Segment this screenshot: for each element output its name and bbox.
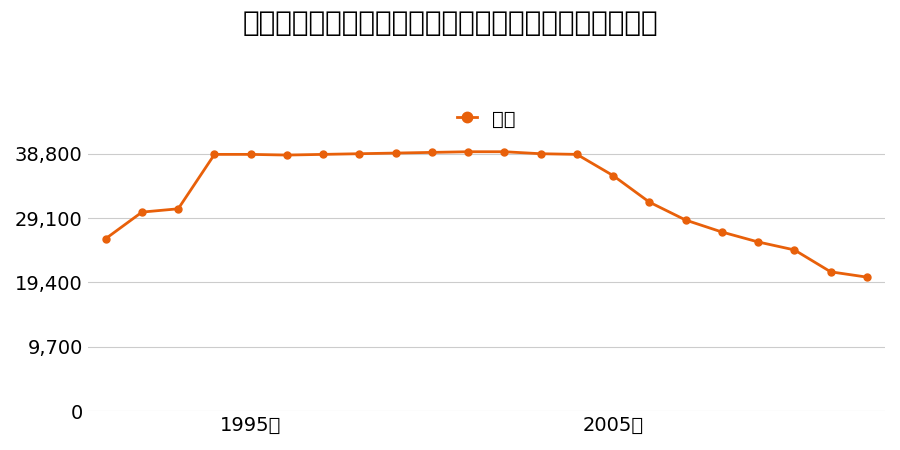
価格 bbox=[716, 230, 727, 235]
価格 bbox=[246, 152, 256, 157]
価格 bbox=[137, 209, 148, 215]
価格 bbox=[463, 149, 473, 154]
価格 bbox=[572, 152, 582, 157]
価格 bbox=[644, 199, 655, 205]
価格 bbox=[861, 274, 872, 280]
価格 bbox=[318, 152, 328, 157]
価格 bbox=[608, 173, 618, 178]
価格 bbox=[282, 153, 292, 158]
価格 bbox=[825, 269, 836, 274]
価格 bbox=[789, 247, 800, 252]
価格 bbox=[354, 151, 364, 157]
価格 bbox=[536, 151, 546, 157]
価格 bbox=[427, 150, 437, 155]
価格 bbox=[499, 149, 509, 154]
価格 bbox=[209, 152, 220, 157]
Text: 宮城県仙台市若林区荒井字笹屋敷１３５番外の地価推移: 宮城県仙台市若林区荒井字笹屋敷１３５番外の地価推移 bbox=[242, 9, 658, 37]
価格 bbox=[173, 206, 184, 211]
価格 bbox=[680, 217, 691, 223]
価格 bbox=[100, 236, 111, 241]
Line: 価格: 価格 bbox=[103, 148, 870, 281]
Legend: 価格: 価格 bbox=[449, 101, 523, 136]
価格 bbox=[391, 150, 401, 156]
価格 bbox=[752, 239, 763, 245]
